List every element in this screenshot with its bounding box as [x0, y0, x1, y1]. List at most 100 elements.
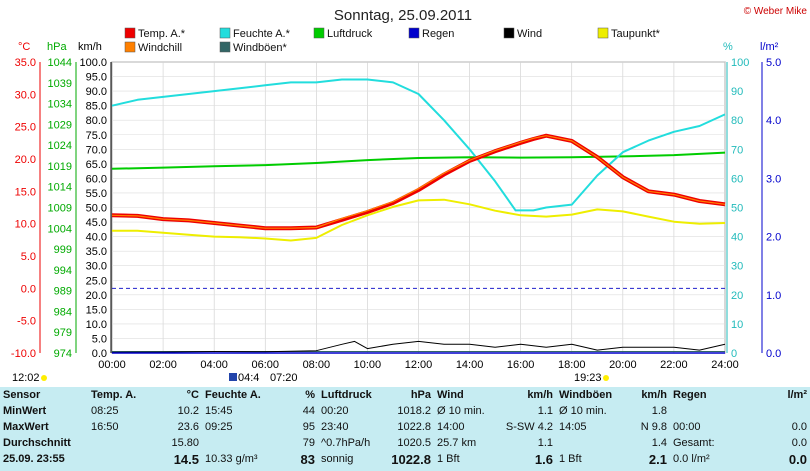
wind-tick-label: 80.0	[86, 115, 107, 127]
stats-cell: MaxWert	[3, 421, 49, 433]
stats-cell: Windböen	[559, 389, 613, 401]
stats-cell: km/h	[641, 389, 667, 401]
legend-swatch	[124, 41, 136, 53]
stats-cell: MinWert	[3, 405, 47, 417]
stats-cell: 0.0 l/m²	[673, 453, 710, 465]
legend-swatch	[219, 41, 231, 53]
moonrise-time: 04:4	[238, 372, 259, 384]
stats-cell: 0.0	[791, 437, 807, 449]
x-tick-label: 12:00	[405, 359, 433, 371]
stats-cell: 1020.5	[397, 437, 431, 449]
legend-label: Windchill	[138, 42, 182, 54]
wind-tick-label: 20.0	[86, 290, 107, 302]
legend-label: Wind	[517, 28, 542, 40]
rain-tick-label: 2.0	[766, 232, 781, 244]
pressure-tick-label: 1024	[48, 140, 72, 152]
temp-tick-label: 5.0	[21, 251, 36, 263]
wind-tick-label: 45.0	[86, 217, 107, 229]
legend-label: Windböen*	[233, 42, 288, 54]
x-tick-label: 02:00	[149, 359, 177, 371]
humidity-tick-label: 40	[731, 232, 743, 244]
temp-unit-label: °C	[18, 41, 30, 53]
temp-tick-label: 35.0	[15, 57, 36, 69]
series-line-luftdruck	[111, 151, 726, 170]
wind-tick-label: 10.0	[86, 319, 107, 331]
humidity-tick-label: 100	[731, 57, 749, 69]
wind-tick-label: 95.0	[86, 72, 107, 84]
stats-cell: 10.2	[177, 405, 199, 417]
series-line-wind	[111, 340, 726, 353]
temp-tick-label: -5.0	[17, 316, 36, 328]
stats-cell: %	[305, 389, 315, 401]
x-tick-label: 18:00	[558, 359, 586, 371]
stats-cell: 10.33 g/m³	[205, 453, 258, 465]
x-tick-label: 24:00	[711, 359, 739, 371]
legend-label: Taupunkt*	[611, 28, 661, 40]
stats-cell: Ø 10 min.	[559, 405, 607, 417]
stats-current-row: 25.09. 23:55 14.5 10.33 g/m³ 83 sonnig 1022.8…	[0, 451, 810, 467]
stats-cell: 15:45	[205, 405, 233, 417]
stats-cell: 1.8	[651, 405, 667, 417]
series-line-taupunkt	[112, 198, 726, 242]
humidity-tick-label: 70	[731, 144, 743, 156]
stats-cell: 23.6	[177, 421, 199, 433]
legend-swatch	[597, 27, 609, 39]
stats-cell: 09:25	[205, 421, 233, 433]
legend-swatch	[124, 27, 136, 39]
stats-cell: sonnig	[321, 453, 354, 465]
stats-cell: 0.0	[788, 451, 807, 467]
wind-tick-label: 65.0	[86, 159, 107, 171]
legend-label: Luftdruck	[327, 28, 373, 40]
stats-cell: 2.1	[648, 451, 667, 467]
stats-cell: 1.4	[651, 437, 667, 449]
stats-row: MaxWert 16:50 23.6 09:25 95 23:40 1022.8 14:00 S…	[0, 419, 810, 435]
stats-cell: hPa	[410, 389, 431, 401]
stats-cell: 95	[302, 421, 315, 433]
weather-chart: Sonntag, 25.09.2011 © Weber Mike Temp. A…	[11, 6, 808, 384]
stats-row: MinWert 08:25 10.2 15:45 44 00:20 1018.2 Ø 10 m…	[0, 403, 810, 419]
pressure-tick-label: 984	[54, 306, 72, 318]
stats-cell: 1018.2	[397, 405, 431, 417]
pressure-tick-label: 994	[54, 265, 72, 277]
wind-tick-label: 25.0	[86, 275, 107, 287]
legend-label: Regen	[422, 28, 454, 40]
series-line-windchill	[111, 135, 726, 229]
stats-cell: 79	[302, 437, 315, 449]
rain-tick-label: 0.0	[766, 348, 781, 360]
stats-cell: 14:00	[437, 421, 465, 433]
stats-cell	[742, 403, 810, 419]
pressure-tick-label: 999	[54, 244, 72, 256]
stats-cell: 00:20	[321, 405, 349, 417]
rain-tick-label: 1.0	[766, 290, 781, 302]
x-tick-label: 04:00	[200, 359, 228, 371]
statistics-table: Sensor Temp. A. °C Feuchte A.% Luftdruck hPa W…	[0, 387, 810, 467]
wind-tick-label: 30.0	[86, 261, 107, 273]
pressure-tick-label: 974	[54, 348, 72, 360]
temp-tick-label: 30.0	[15, 89, 36, 101]
stats-cell: Temp. A.	[91, 389, 137, 401]
wind-tick-label: 100.0	[79, 57, 107, 69]
stats-cell: 83	[300, 451, 315, 467]
stats-cell: S-SW 4.2	[505, 421, 553, 433]
sun-icon	[603, 375, 609, 381]
sun-icon	[41, 375, 47, 381]
humidity-tick-label: 30	[731, 261, 743, 273]
humidity-unit-label: %	[723, 41, 733, 53]
stats-cell: 23:40	[321, 421, 349, 433]
stats-cell	[670, 403, 742, 419]
stats-cell	[88, 435, 148, 451]
rain-tick-label: 4.0	[766, 115, 781, 127]
wind-tick-label: 0.0	[92, 348, 107, 360]
legend-label: Feuchte A.*	[233, 28, 291, 40]
stats-cell: 15.80	[171, 437, 199, 449]
stats-header-row: Sensor Temp. A. °C Feuchte A.% Luftdruck hPa W…	[0, 387, 810, 403]
wind-tick-label: 55.0	[86, 188, 107, 200]
pressure-tick-label: 1034	[48, 99, 72, 111]
legend-swatch	[219, 27, 231, 39]
legend-swatch	[313, 27, 325, 39]
chart-title: Sonntag, 25.09.2011	[334, 7, 472, 24]
wind-tick-label: 5.0	[92, 333, 107, 345]
stats-cell: 00:00	[673, 421, 701, 433]
humidity-tick-label: 0	[731, 348, 737, 360]
wind-tick-label: 60.0	[86, 173, 107, 185]
